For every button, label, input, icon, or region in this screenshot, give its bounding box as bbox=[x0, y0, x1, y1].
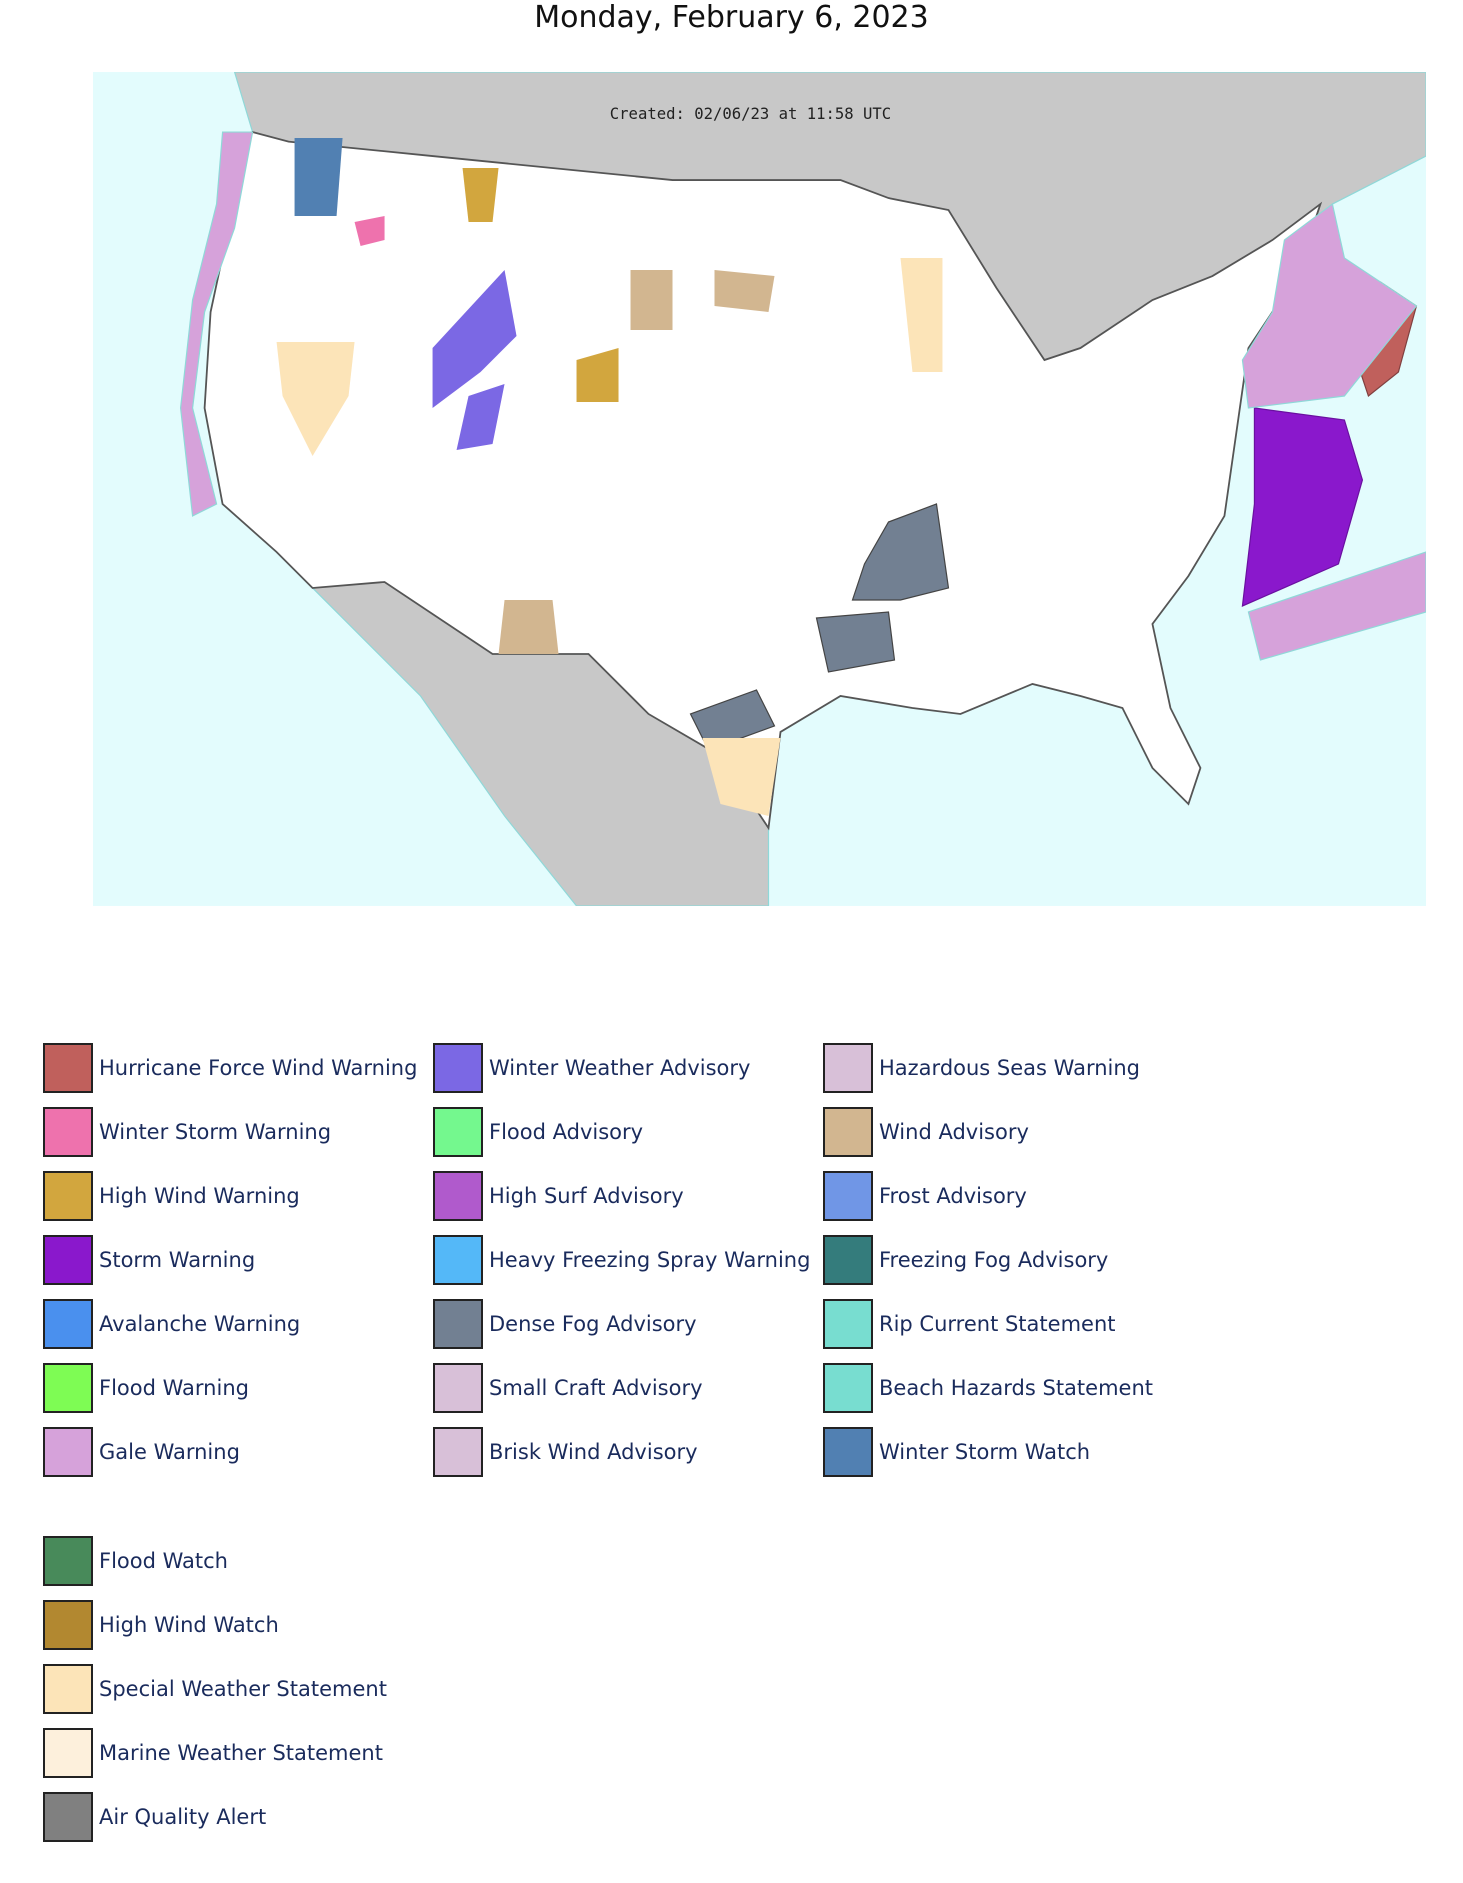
legend-swatch bbox=[433, 1235, 483, 1285]
legend-swatch bbox=[43, 1536, 93, 1586]
legend-label: High Surf Advisory bbox=[489, 1184, 684, 1208]
legend-swatch bbox=[433, 1043, 483, 1093]
legend-label: Small Craft Advisory bbox=[489, 1376, 703, 1400]
legend-swatch bbox=[823, 1107, 873, 1157]
legend-swatch bbox=[433, 1171, 483, 1221]
legend-item: Frost Advisory bbox=[823, 1171, 1027, 1221]
legend-swatch bbox=[823, 1171, 873, 1221]
legend-item: Flood Warning bbox=[43, 1363, 249, 1413]
legend-swatch bbox=[43, 1235, 93, 1285]
legend-item: Avalanche Warning bbox=[43, 1299, 301, 1349]
legend-label: Avalanche Warning bbox=[99, 1312, 301, 1336]
legend-item: Flood Advisory bbox=[433, 1107, 644, 1157]
legend-label: Flood Advisory bbox=[489, 1120, 644, 1144]
alert-areas bbox=[179, 131, 1426, 816]
map-created-stamp: Created: 02/06/23 at 11:58 UTC bbox=[610, 105, 891, 123]
legend-swatch bbox=[43, 1171, 93, 1221]
legend-swatch bbox=[43, 1427, 93, 1477]
legend-label: Winter Storm Watch bbox=[879, 1440, 1091, 1464]
legend-label: Storm Warning bbox=[99, 1248, 256, 1272]
legend-label: Hazardous Seas Warning bbox=[879, 1056, 1140, 1080]
legend-swatch bbox=[433, 1427, 483, 1477]
legend-label: Gale Warning bbox=[99, 1440, 240, 1464]
legend-swatch bbox=[43, 1792, 93, 1842]
page-title: Monday, February 6, 2023 bbox=[534, 0, 929, 35]
legend-item: High Wind Watch bbox=[43, 1600, 279, 1650]
legend-item: Winter Weather Advisory bbox=[433, 1043, 751, 1093]
legend-item: Gale Warning bbox=[43, 1427, 240, 1477]
legend-item: Small Craft Advisory bbox=[433, 1363, 703, 1413]
legend-swatch bbox=[43, 1363, 93, 1413]
legend-swatch bbox=[43, 1664, 93, 1714]
legend-item: Air Quality Alert bbox=[43, 1792, 267, 1842]
legend-swatch bbox=[433, 1363, 483, 1413]
legend-item: Winter Storm Warning bbox=[43, 1107, 332, 1157]
legend-item: Hazardous Seas Warning bbox=[823, 1043, 1140, 1093]
legend-swatch bbox=[433, 1107, 483, 1157]
legend-label: Dense Fog Advisory bbox=[489, 1312, 697, 1336]
legend-swatch bbox=[43, 1043, 93, 1093]
legend-item: Heavy Freezing Spray Warning bbox=[433, 1235, 811, 1285]
legend-label: Frost Advisory bbox=[879, 1184, 1027, 1208]
legend-swatch bbox=[823, 1363, 873, 1413]
legend-swatch bbox=[823, 1043, 873, 1093]
legend-item: Winter Storm Watch bbox=[823, 1427, 1091, 1477]
legend-item: Beach Hazards Statement bbox=[823, 1363, 1153, 1413]
legend-label: Flood Watch bbox=[99, 1549, 228, 1573]
legend-label: Marine Weather Statement bbox=[99, 1741, 383, 1765]
weather-map: Created: 02/06/23 at 11:58 UTC bbox=[93, 72, 1426, 906]
legend-item: Special Weather Statement bbox=[43, 1664, 387, 1714]
legend-label: Brisk Wind Advisory bbox=[489, 1440, 698, 1464]
legend-item: Storm Warning bbox=[43, 1235, 256, 1285]
legend-label: Hurricane Force Wind Warning bbox=[99, 1056, 418, 1080]
legend-swatch bbox=[43, 1107, 93, 1157]
legend-label: Beach Hazards Statement bbox=[879, 1376, 1153, 1400]
legend-label: Freezing Fog Advisory bbox=[879, 1248, 1109, 1272]
legend-label: High Wind Watch bbox=[99, 1613, 279, 1637]
legend-swatch bbox=[433, 1299, 483, 1349]
legend-label: Winter Weather Advisory bbox=[489, 1056, 751, 1080]
legend-item: Marine Weather Statement bbox=[43, 1728, 383, 1778]
legend-item: High Surf Advisory bbox=[433, 1171, 684, 1221]
legend-item: Hurricane Force Wind Warning bbox=[43, 1043, 418, 1093]
legend-item: Flood Watch bbox=[43, 1536, 228, 1586]
legend-label: Winter Storm Warning bbox=[99, 1120, 332, 1144]
legend-label: Rip Current Statement bbox=[879, 1312, 1116, 1336]
legend-label: Flood Warning bbox=[99, 1376, 249, 1400]
legend-swatch bbox=[43, 1600, 93, 1650]
legend-label: Air Quality Alert bbox=[99, 1805, 267, 1829]
legend-swatch bbox=[43, 1728, 93, 1778]
legend-label: Heavy Freezing Spray Warning bbox=[489, 1248, 811, 1272]
legend-label: Wind Advisory bbox=[879, 1120, 1029, 1144]
legend-item: Freezing Fog Advisory bbox=[823, 1235, 1109, 1285]
legend-item: Wind Advisory bbox=[823, 1107, 1029, 1157]
legend-swatch bbox=[823, 1235, 873, 1285]
legend-item: High Wind Warning bbox=[43, 1171, 300, 1221]
legend-swatch bbox=[823, 1299, 873, 1349]
legend-swatch bbox=[823, 1427, 873, 1477]
legend-label: Special Weather Statement bbox=[99, 1677, 387, 1701]
legend-item: Brisk Wind Advisory bbox=[433, 1427, 698, 1477]
legend-label: High Wind Warning bbox=[99, 1184, 300, 1208]
legend-swatch bbox=[43, 1299, 93, 1349]
legend-item: Rip Current Statement bbox=[823, 1299, 1116, 1349]
legend-item: Dense Fog Advisory bbox=[433, 1299, 697, 1349]
